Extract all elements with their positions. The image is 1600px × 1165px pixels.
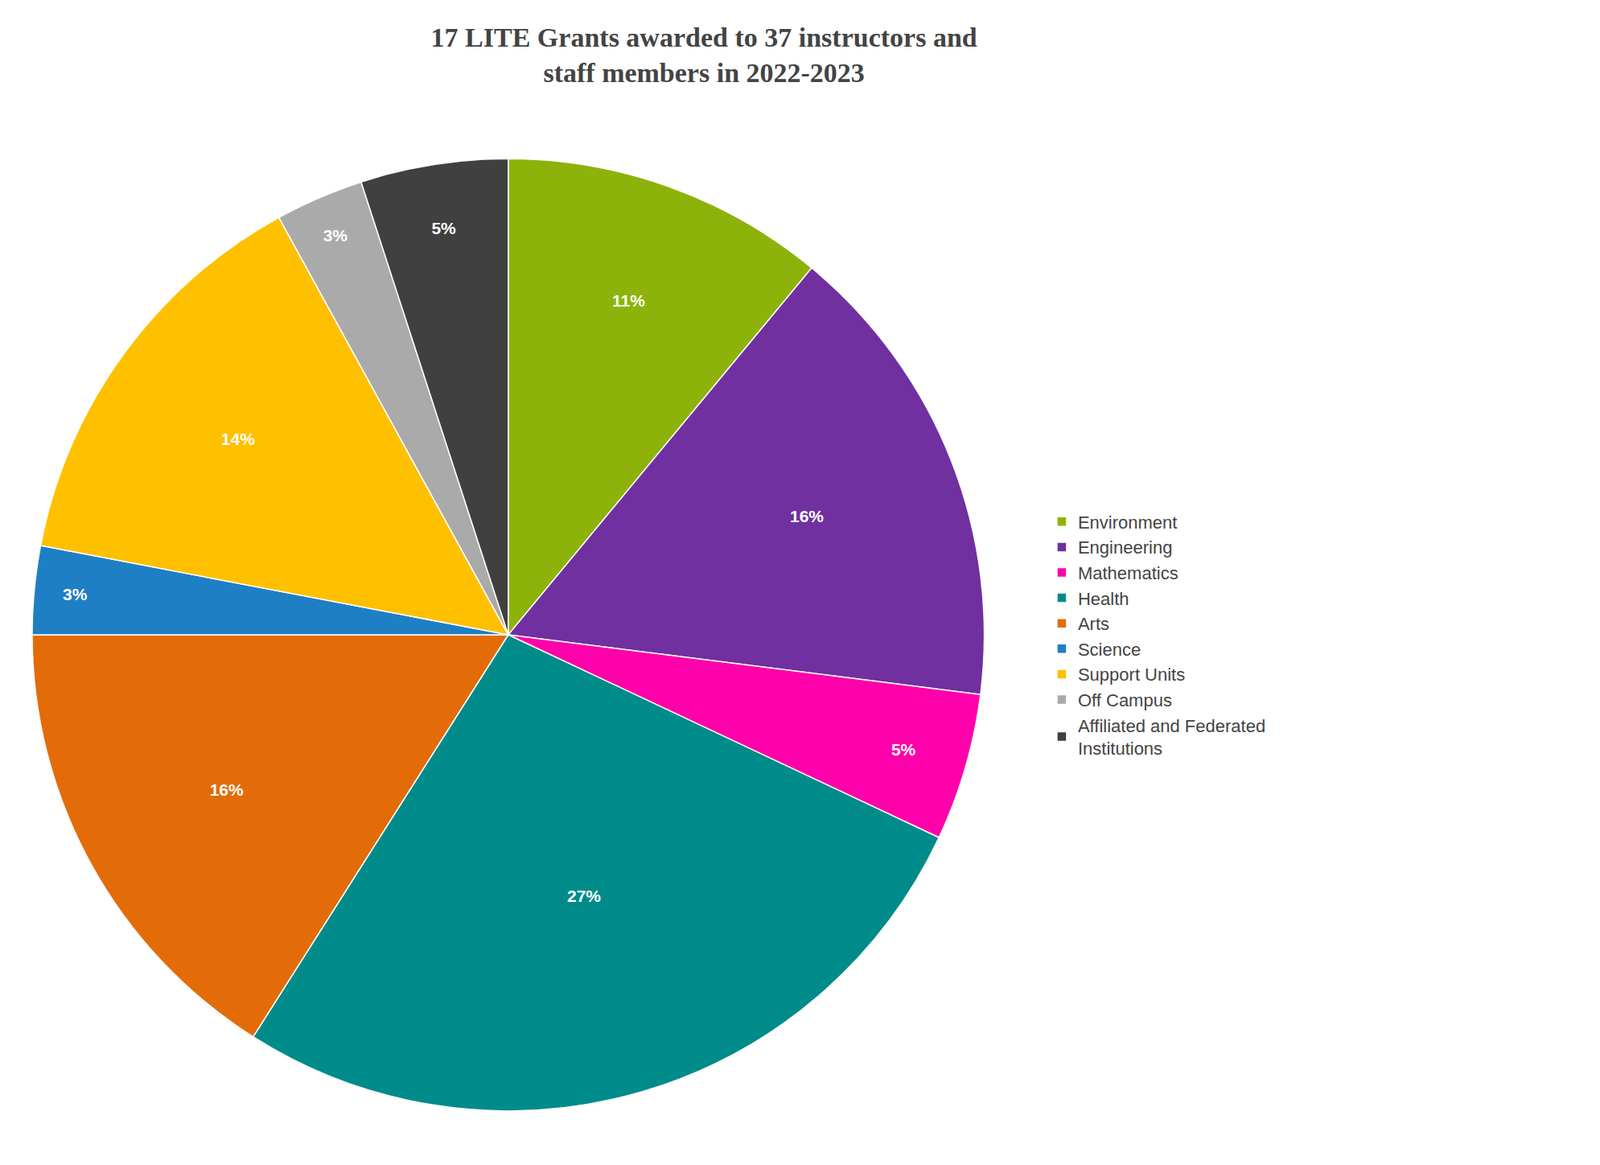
svg-text:11%: 11%	[612, 291, 646, 310]
svg-text:3%: 3%	[62, 584, 88, 604]
svg-text:17 LITE Grants awarded to 37 i: 17 LITE Grants awarded to 37 instructors…	[431, 22, 978, 88]
svg-text:Mathematics: Mathematics	[1077, 563, 1179, 584]
svg-text:Engineering: Engineering	[1077, 537, 1173, 558]
svg-text:16%: 16%	[789, 506, 824, 526]
svg-text:Science: Science	[1077, 639, 1141, 660]
svg-text:5%: 5%	[891, 740, 917, 759]
svg-text:Health: Health	[1077, 588, 1130, 609]
svg-text:14%: 14%	[221, 429, 256, 449]
svg-text:Environment: Environment	[1077, 512, 1178, 533]
svg-text:27%: 27%	[567, 886, 601, 905]
svg-text:3%: 3%	[323, 226, 349, 245]
svg-text:Support Units: Support Units	[1077, 664, 1185, 685]
svg-text:Arts: Arts	[1077, 613, 1110, 634]
svg-text:Off Campus: Off Campus	[1077, 690, 1173, 711]
svg-text:5%: 5%	[431, 218, 457, 238]
svg-text:16%: 16%	[209, 780, 244, 799]
svg-text:Affiliated and FederatedInstit: Affiliated and FederatedInstitutions	[1077, 715, 1266, 760]
